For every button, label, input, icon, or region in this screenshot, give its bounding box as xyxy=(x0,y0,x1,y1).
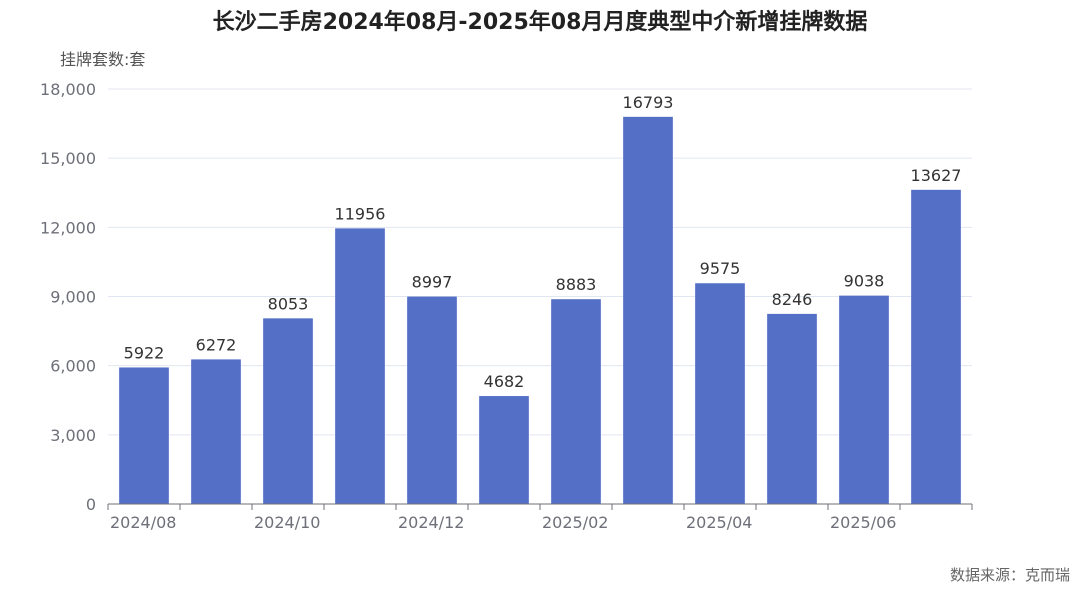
x-tick-label: 2025/02 xyxy=(542,513,608,532)
y-axis-ticks: 0 3,000 6,000 9,000 12,000 15,000 18,000 xyxy=(40,80,96,514)
data-label: 4682 xyxy=(484,372,525,391)
y-tick-label: 0 xyxy=(86,495,96,514)
bar xyxy=(695,283,745,504)
x-tick-label: 2024/08 xyxy=(110,513,176,532)
bar xyxy=(407,296,457,504)
data-label: 13627 xyxy=(911,166,962,185)
bar xyxy=(191,359,241,504)
y-axis-label: 挂牌套数:套 xyxy=(60,50,146,69)
y-tick-label: 12,000 xyxy=(40,218,96,237)
bar xyxy=(263,318,313,504)
data-label: 8246 xyxy=(772,290,813,309)
data-label: 9038 xyxy=(844,272,885,291)
data-label: 5922 xyxy=(124,343,165,362)
x-tick-label: 2024/10 xyxy=(254,513,320,532)
y-tick-label: 9,000 xyxy=(50,288,96,307)
data-label: 8883 xyxy=(556,275,597,294)
bar xyxy=(911,189,961,504)
y-tick-label: 18,000 xyxy=(40,80,96,99)
bar xyxy=(479,396,529,504)
data-label: 8997 xyxy=(412,273,453,292)
data-label: 6272 xyxy=(196,335,237,354)
x-axis: 2024/08 2024/10 2024/12 2025/02 2025/04 2025/… xyxy=(107,503,973,532)
data-label: 9575 xyxy=(700,259,741,278)
bar xyxy=(335,228,385,504)
bar xyxy=(839,295,889,504)
bar xyxy=(119,367,169,504)
data-label: 16793 xyxy=(623,93,674,112)
bar xyxy=(767,313,817,504)
bar xyxy=(623,116,673,504)
bar xyxy=(551,299,601,504)
y-tick-label: 15,000 xyxy=(40,149,96,168)
data-label: 11956 xyxy=(335,204,386,223)
chart-title: 长沙二手房2024年08月-2025年08月月度典型中介新增挂牌数据 xyxy=(212,10,868,35)
data-labels: 5922 6272 8053 11956 8997 4682 8883 16793 9575 82… xyxy=(124,93,962,391)
bars xyxy=(119,116,961,504)
x-tick-label: 2024/12 xyxy=(398,513,464,532)
data-label: 8053 xyxy=(268,294,309,313)
y-tick-label: 3,000 xyxy=(50,426,96,445)
data-source: 数据来源：克而瑞 xyxy=(949,566,1070,584)
gridlines xyxy=(108,88,972,436)
y-tick-label: 6,000 xyxy=(50,357,96,376)
x-tick-label: 2025/04 xyxy=(686,513,752,532)
x-tick-label: 2025/06 xyxy=(830,513,896,532)
